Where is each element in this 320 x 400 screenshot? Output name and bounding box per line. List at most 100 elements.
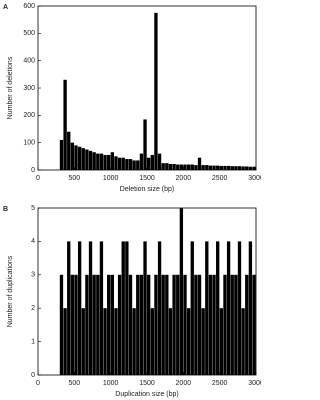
bar xyxy=(107,274,111,375)
bar xyxy=(59,274,64,375)
bar xyxy=(208,274,213,375)
bar xyxy=(157,241,162,375)
bar xyxy=(154,274,158,375)
bar xyxy=(190,241,194,375)
x-tick-label: 2500 xyxy=(212,380,228,387)
bar xyxy=(186,308,191,375)
bar xyxy=(201,308,205,375)
bar xyxy=(176,274,180,375)
bar xyxy=(226,241,231,375)
x-tick-label: 1500 xyxy=(139,175,155,182)
x-axis-label: Duplication size (bp) xyxy=(115,391,178,398)
bar xyxy=(70,142,75,170)
bar xyxy=(212,165,216,170)
bar xyxy=(176,164,180,170)
bar xyxy=(223,274,227,375)
bar xyxy=(194,165,198,170)
bar xyxy=(252,166,256,170)
bar xyxy=(179,164,184,170)
bar xyxy=(110,274,114,375)
bar xyxy=(67,131,71,170)
y-tick-label: 0 xyxy=(31,167,35,174)
bar xyxy=(237,241,242,375)
x-tick-label: 1500 xyxy=(139,380,155,387)
bar xyxy=(143,241,147,375)
bar xyxy=(92,274,96,375)
bar xyxy=(117,274,122,375)
bar xyxy=(241,308,245,375)
bar xyxy=(230,274,234,375)
bar xyxy=(168,308,173,375)
bar xyxy=(208,165,213,170)
bar xyxy=(107,154,111,170)
bar xyxy=(99,153,104,170)
bar xyxy=(172,163,176,170)
y-tick-label: 400 xyxy=(23,58,35,65)
bar xyxy=(125,159,129,170)
bar xyxy=(121,157,125,170)
bar xyxy=(216,165,220,170)
bar xyxy=(197,274,202,375)
bar xyxy=(186,164,191,170)
bar xyxy=(248,241,253,375)
bar xyxy=(136,274,140,375)
bar xyxy=(132,308,136,375)
bar xyxy=(136,160,140,170)
y-tick-label: 0 xyxy=(31,372,35,379)
bar xyxy=(226,165,231,170)
y-tick-label: 100 xyxy=(23,140,35,147)
x-tick-label: 3000 xyxy=(248,380,261,387)
y-tick-label: 2 xyxy=(31,305,35,312)
bar xyxy=(147,157,151,170)
bar xyxy=(67,241,71,375)
x-tick-label: 2000 xyxy=(176,380,192,387)
bar xyxy=(190,164,194,170)
bar xyxy=(63,308,67,375)
bar xyxy=(88,150,93,170)
bar xyxy=(74,274,78,375)
bar xyxy=(77,146,82,170)
bar xyxy=(125,241,129,375)
x-tick-label: 0 xyxy=(36,380,40,387)
bar xyxy=(147,274,151,375)
bar xyxy=(63,79,67,170)
y-axis-label: Number of deletions xyxy=(7,56,14,119)
bar xyxy=(121,241,125,375)
bar xyxy=(161,163,165,170)
bar xyxy=(81,148,85,170)
panel-label: B xyxy=(3,206,8,213)
bar xyxy=(165,274,169,375)
bar xyxy=(219,165,223,170)
bar xyxy=(234,166,238,170)
bar xyxy=(99,241,104,375)
y-tick-label: 200 xyxy=(23,112,35,119)
x-tick-label: 1000 xyxy=(103,380,119,387)
bar xyxy=(74,145,78,170)
bar xyxy=(201,165,205,170)
bar xyxy=(150,308,154,375)
x-tick-label: 500 xyxy=(68,380,80,387)
bar xyxy=(77,241,82,375)
bar xyxy=(194,274,198,375)
x-tick-label: 2000 xyxy=(176,175,192,182)
bar xyxy=(212,274,216,375)
bar xyxy=(197,157,202,170)
bar xyxy=(139,153,144,170)
x-tick-label: 1000 xyxy=(103,175,119,182)
bar xyxy=(114,156,118,170)
bar xyxy=(150,154,154,170)
x-axis-label: Deletion size (bp) xyxy=(120,186,174,193)
y-tick-label: 500 xyxy=(23,30,35,37)
bar xyxy=(183,164,187,170)
y-tick-label: 5 xyxy=(31,205,35,212)
bar xyxy=(128,159,133,170)
bar xyxy=(92,152,96,170)
bar xyxy=(143,119,147,170)
bar xyxy=(103,308,107,375)
y-tick-label: 3 xyxy=(31,272,35,279)
bar xyxy=(103,154,107,170)
bar xyxy=(157,153,162,170)
bar xyxy=(132,160,136,170)
x-tick-label: 3000 xyxy=(248,175,261,182)
